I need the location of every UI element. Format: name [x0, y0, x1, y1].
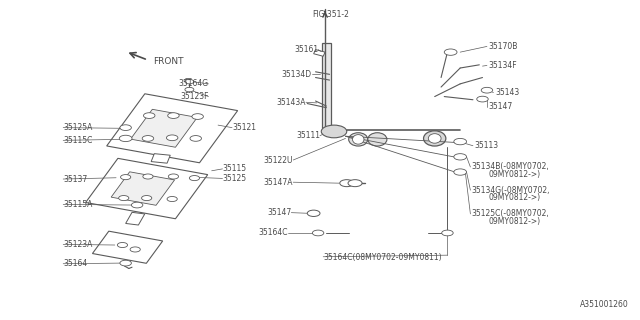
Circle shape	[120, 175, 131, 180]
Circle shape	[130, 247, 140, 252]
Text: 35170B: 35170B	[489, 42, 518, 51]
Circle shape	[442, 230, 453, 236]
Ellipse shape	[349, 133, 368, 146]
Polygon shape	[322, 43, 331, 128]
Circle shape	[131, 202, 143, 208]
Polygon shape	[131, 109, 197, 147]
Text: 35122U: 35122U	[264, 156, 293, 164]
Ellipse shape	[424, 131, 446, 146]
Text: FIG.351-2: FIG.351-2	[312, 10, 349, 19]
Text: 35143A: 35143A	[276, 98, 306, 107]
Text: 35125C(-08MY0702,: 35125C(-08MY0702,	[472, 209, 549, 219]
Circle shape	[143, 113, 155, 118]
Circle shape	[120, 125, 131, 131]
Polygon shape	[151, 154, 170, 163]
Text: 09MY0812->): 09MY0812->)	[489, 170, 541, 179]
Text: A351001260: A351001260	[580, 300, 629, 309]
Circle shape	[117, 243, 127, 248]
Text: 35134B(-08MY0702,: 35134B(-08MY0702,	[472, 163, 549, 172]
Text: 09MY0812->): 09MY0812->)	[489, 217, 541, 226]
Text: 35147: 35147	[489, 102, 513, 111]
Circle shape	[481, 87, 493, 93]
Polygon shape	[92, 231, 163, 263]
Text: FRONT: FRONT	[153, 57, 184, 66]
Text: 35161: 35161	[294, 45, 318, 54]
Text: 35164: 35164	[63, 259, 88, 268]
Text: 35125A: 35125A	[63, 123, 93, 132]
Text: 35134D: 35134D	[282, 70, 312, 79]
Circle shape	[143, 174, 153, 179]
Text: 35115A: 35115A	[63, 200, 93, 209]
Circle shape	[120, 260, 131, 266]
Text: 35164C: 35164C	[259, 228, 288, 237]
Text: 35115C: 35115C	[63, 136, 93, 145]
Ellipse shape	[428, 134, 441, 143]
Polygon shape	[111, 172, 175, 205]
Circle shape	[477, 96, 488, 102]
Circle shape	[168, 174, 179, 179]
Text: 35147: 35147	[267, 208, 291, 217]
Text: 35123F: 35123F	[180, 92, 209, 101]
Circle shape	[312, 230, 324, 236]
Text: 35123A: 35123A	[63, 240, 93, 249]
Text: 09MY0812->): 09MY0812->)	[489, 193, 541, 202]
Text: 35137: 35137	[63, 174, 88, 184]
Ellipse shape	[368, 133, 387, 146]
Circle shape	[185, 87, 194, 92]
Polygon shape	[86, 158, 208, 219]
Circle shape	[307, 210, 320, 216]
Ellipse shape	[353, 135, 364, 144]
Text: 35164C(08MY0702-09MY0811): 35164C(08MY0702-09MY0811)	[323, 253, 442, 262]
Polygon shape	[125, 212, 145, 225]
Text: 35115: 35115	[223, 164, 246, 173]
Text: 35134F: 35134F	[489, 61, 518, 70]
Text: 35121: 35121	[232, 123, 256, 132]
Circle shape	[189, 176, 200, 180]
Circle shape	[444, 49, 457, 55]
Circle shape	[185, 79, 194, 84]
Text: 35143: 35143	[495, 88, 520, 97]
Text: 35147A: 35147A	[264, 178, 293, 187]
Circle shape	[168, 113, 179, 118]
Circle shape	[192, 114, 204, 119]
Circle shape	[454, 154, 467, 160]
Circle shape	[167, 196, 177, 202]
Text: 35113: 35113	[474, 141, 499, 150]
Circle shape	[454, 139, 467, 145]
Circle shape	[141, 196, 152, 201]
Text: 35125: 35125	[223, 174, 246, 183]
Circle shape	[340, 180, 354, 187]
Text: 35134G(-08MY0702,: 35134G(-08MY0702,	[472, 186, 550, 195]
Text: 35111: 35111	[296, 131, 320, 140]
Polygon shape	[107, 94, 237, 163]
Circle shape	[454, 169, 467, 175]
Circle shape	[190, 136, 202, 141]
Circle shape	[166, 135, 178, 141]
Circle shape	[348, 180, 362, 187]
Circle shape	[321, 125, 347, 138]
Circle shape	[142, 136, 154, 141]
Circle shape	[118, 196, 129, 201]
Text: 35164G: 35164G	[179, 79, 209, 88]
Circle shape	[119, 135, 132, 142]
Polygon shape	[314, 50, 325, 56]
